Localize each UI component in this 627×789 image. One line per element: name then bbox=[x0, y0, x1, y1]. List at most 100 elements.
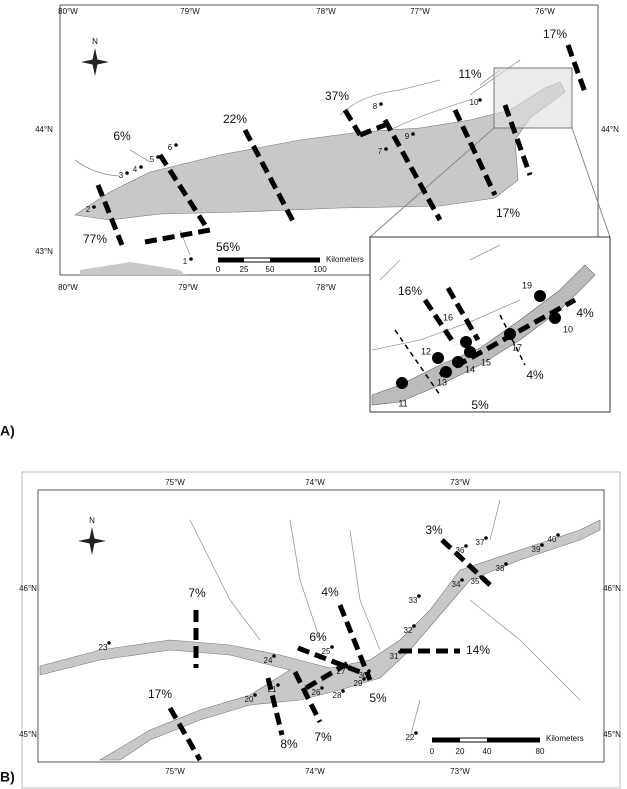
transect bbox=[265, 677, 285, 736]
scale-tick: 0 bbox=[216, 265, 221, 274]
site-dot bbox=[464, 544, 468, 548]
site-dot bbox=[379, 102, 383, 106]
site-label: 34 bbox=[452, 580, 461, 589]
transect bbox=[394, 329, 441, 396]
site-dot bbox=[440, 366, 452, 378]
scale-tick: 50 bbox=[266, 265, 275, 274]
site-label: 26 bbox=[312, 688, 321, 697]
lake-erie bbox=[80, 262, 185, 275]
transect bbox=[359, 122, 386, 138]
site-dot bbox=[464, 346, 476, 358]
site-label: 27 bbox=[337, 667, 346, 676]
lon-label: 78°W bbox=[316, 7, 336, 16]
site-label: 10 bbox=[470, 98, 479, 107]
north-label: N bbox=[89, 516, 95, 525]
scale-tick: 20 bbox=[456, 747, 465, 756]
site-label: 5 bbox=[150, 155, 155, 164]
site-label: 35 bbox=[471, 577, 480, 586]
transect bbox=[382, 118, 443, 222]
site-label: 30 bbox=[359, 671, 368, 680]
percentage-label: 56% bbox=[216, 240, 240, 254]
site-dot bbox=[412, 624, 416, 628]
transect bbox=[297, 645, 361, 675]
site-dot bbox=[460, 578, 464, 582]
percentage-label: 6% bbox=[113, 129, 131, 143]
lon-label: 74°W bbox=[305, 767, 325, 776]
percentage-label: 5% bbox=[471, 398, 489, 412]
site-dot bbox=[253, 693, 257, 697]
site-dot bbox=[540, 543, 544, 547]
transect bbox=[499, 314, 526, 366]
lat-label: 45°N bbox=[603, 730, 621, 739]
lon-label: 80°W bbox=[58, 7, 78, 16]
site-label: 6 bbox=[168, 143, 173, 152]
site-dot bbox=[367, 669, 371, 673]
site-dot bbox=[107, 641, 111, 645]
north-label: N bbox=[92, 37, 98, 46]
site-dot bbox=[556, 533, 560, 537]
percentage-label: 4% bbox=[321, 585, 339, 599]
site-label: 21 bbox=[268, 685, 277, 694]
lon-label: 80°W bbox=[58, 283, 78, 292]
scale-tick: 25 bbox=[240, 265, 249, 274]
site-label: 2 bbox=[86, 205, 91, 214]
site-label: 11 bbox=[398, 398, 407, 408]
site-dot bbox=[484, 536, 488, 540]
site-dot bbox=[92, 205, 96, 209]
site-dot bbox=[479, 575, 483, 579]
site-label: 28 bbox=[333, 691, 342, 700]
percentage-label: 7% bbox=[314, 730, 332, 744]
percentage-label: 6% bbox=[309, 630, 327, 644]
site-label: 13 bbox=[437, 377, 447, 387]
site-dot bbox=[504, 328, 516, 340]
percentage-label: 37% bbox=[325, 89, 349, 103]
transect bbox=[337, 604, 373, 681]
site-dot bbox=[330, 645, 334, 649]
site-dot bbox=[362, 677, 366, 681]
percentage-label: 22% bbox=[223, 112, 247, 126]
site-dot bbox=[417, 594, 421, 598]
site-dot bbox=[534, 290, 546, 302]
site-dot bbox=[156, 155, 160, 159]
site-label: 23 bbox=[99, 643, 108, 652]
site-label: 10 bbox=[563, 324, 573, 334]
scale-tick: 40 bbox=[483, 747, 492, 756]
site-label: 40 bbox=[548, 535, 557, 544]
river bbox=[189, 499, 581, 739]
percentage-label: 11% bbox=[458, 67, 481, 81]
site-label: 39 bbox=[532, 545, 541, 554]
site-label: 31 bbox=[390, 652, 399, 661]
scale-tick: 100 bbox=[313, 265, 327, 274]
panel-b-frame bbox=[37, 489, 605, 763]
transect bbox=[292, 670, 323, 724]
site-dot bbox=[125, 171, 129, 175]
percentage-label: 17% bbox=[148, 687, 172, 701]
site-dot bbox=[276, 683, 280, 687]
site-label: 22 bbox=[406, 733, 415, 742]
percentage-label: 5% bbox=[369, 691, 387, 705]
lon-label: 77°W bbox=[410, 7, 430, 16]
site-label: 33 bbox=[409, 596, 418, 605]
transect bbox=[565, 44, 589, 96]
site-dot bbox=[139, 165, 143, 169]
scale-unit: Kilometers bbox=[546, 734, 584, 743]
site-label: 32 bbox=[404, 626, 413, 635]
site-label: 16 bbox=[443, 312, 453, 322]
site-label: 15 bbox=[481, 357, 491, 367]
lon-label: 79°W bbox=[180, 7, 200, 16]
north-arrow bbox=[78, 527, 106, 555]
site-label: 29 bbox=[354, 679, 363, 688]
lat-label: 46°N bbox=[19, 584, 37, 593]
site-dot bbox=[398, 650, 402, 654]
site-label: 20 bbox=[245, 695, 254, 704]
percentage-label: 14% bbox=[466, 643, 490, 657]
site-label: 38 bbox=[496, 564, 505, 573]
site-label: 7 bbox=[378, 147, 383, 156]
site-dot bbox=[549, 312, 561, 324]
lon-label: 74°W bbox=[305, 478, 325, 487]
north-arrow bbox=[81, 48, 109, 76]
transects bbox=[95, 44, 589, 246]
site-dot bbox=[272, 654, 276, 658]
site-dot bbox=[452, 356, 464, 368]
